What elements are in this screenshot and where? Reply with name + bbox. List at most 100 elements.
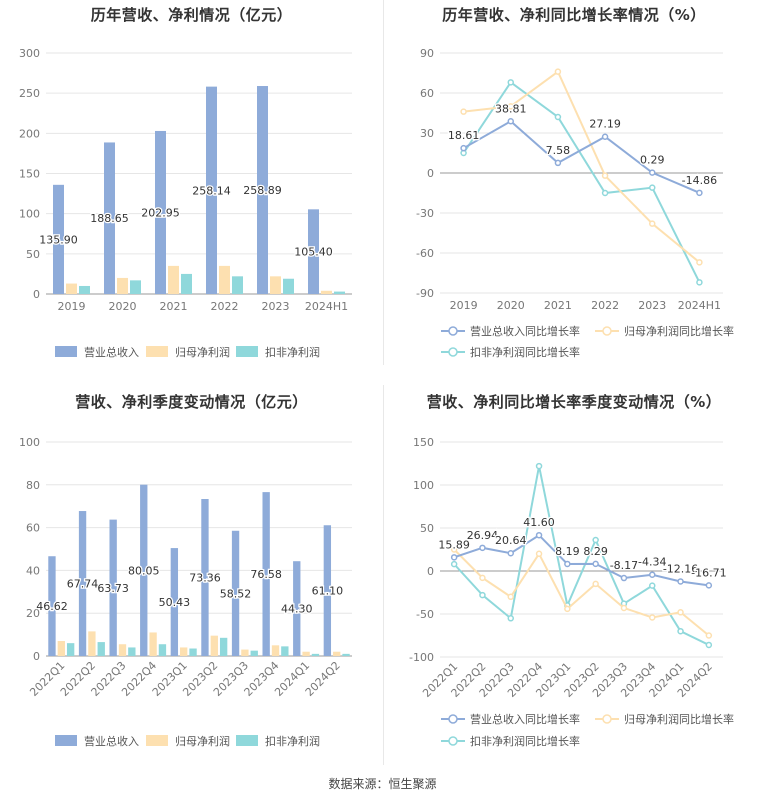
- y-tick-label: 100: [413, 479, 434, 492]
- bar: [241, 649, 249, 656]
- y-tick-label: 100: [19, 208, 40, 221]
- bar: [210, 635, 218, 656]
- x-tick-label: 2022: [591, 299, 619, 312]
- legend-swatch: [146, 346, 168, 357]
- legend-swatch-marker: [602, 326, 612, 336]
- data-label: 50.43: [159, 596, 191, 609]
- data-label: 18.61: [448, 129, 480, 142]
- data-point: [696, 259, 703, 266]
- bar: [281, 646, 289, 656]
- data-label: 258.14: [192, 184, 231, 197]
- data-point: [479, 574, 486, 582]
- y-tick-label: 40: [26, 564, 40, 577]
- legend-swatch: [236, 735, 258, 746]
- series-line: [453, 465, 710, 646]
- data-label: -12.16: [663, 562, 698, 575]
- data-point: [535, 462, 543, 470]
- data-point: [564, 605, 571, 613]
- bar: [48, 556, 56, 656]
- bar: [308, 209, 319, 294]
- legend-label: 扣非净利润同比增长率: [470, 734, 580, 748]
- x-tick-label: 2020: [497, 299, 525, 312]
- data-point: [649, 169, 656, 176]
- data-point: [620, 574, 628, 582]
- legend-swatch-marker: [448, 347, 458, 357]
- data-label: 61.10: [312, 585, 344, 598]
- data-point: [677, 627, 684, 635]
- bar: [78, 511, 87, 656]
- data-point: [696, 189, 703, 197]
- x-tick-label: 2019: [58, 300, 86, 313]
- data-label: 0.29: [640, 154, 665, 167]
- bar: [149, 632, 157, 656]
- bar: [302, 651, 310, 656]
- series-line: [462, 80, 701, 283]
- bar: [180, 647, 188, 656]
- annual-bar-chart: 0 50 100 150 200 250 300 2019 2020 2021 2022 2023 20…: [19, 47, 352, 359]
- bar: [118, 644, 127, 656]
- data-point: [450, 546, 458, 553]
- data-point: [705, 632, 713, 639]
- bar: [293, 561, 301, 656]
- bar: [262, 492, 270, 656]
- data-point: [705, 641, 713, 649]
- bar: [53, 184, 64, 294]
- data-label: 26.94: [467, 529, 499, 542]
- quarterly-revenue-profit-panel: 营收、净利季度变动情况（亿元） 0 20 40 60 80 100 2022Q1 2022Q2…: [0, 385, 383, 770]
- data-point: [601, 189, 609, 197]
- data-label: 41.60: [523, 516, 555, 529]
- y-tick-label: 50: [420, 522, 434, 535]
- data-label: 46.62: [36, 600, 68, 613]
- data-label: 80.05: [128, 564, 160, 577]
- y-tick-label: 50: [26, 248, 40, 261]
- quarterly-bar-chart: 0204060801002022Q12022Q22022Q32022Q42023…: [19, 436, 352, 748]
- bar: [128, 647, 136, 656]
- data-point: [460, 108, 467, 115]
- y-tick-label: 150: [413, 436, 434, 449]
- data-point: [592, 560, 599, 568]
- y-tick-label: 0: [427, 167, 434, 180]
- bar: [181, 273, 192, 294]
- data-point: [479, 544, 486, 552]
- y-tick-label: -30: [416, 207, 434, 220]
- data-point: [705, 582, 713, 589]
- data-point: [507, 549, 514, 557]
- panel-divider-bottom: [383, 385, 384, 765]
- legend-swatch: [146, 735, 168, 746]
- bar: [283, 278, 294, 294]
- data-point: [554, 159, 562, 167]
- bar: [117, 277, 128, 294]
- data-point: [450, 554, 458, 561]
- y-tick-label: 250: [19, 87, 40, 100]
- x-tick-label: 2024H1: [305, 300, 348, 313]
- y-tick-label: 300: [19, 47, 40, 60]
- bar: [168, 265, 179, 294]
- data-label: 67.74: [67, 578, 99, 591]
- data-point: [677, 578, 684, 585]
- legend-swatch-marker: [448, 714, 458, 724]
- bar: [323, 525, 332, 656]
- annual-growth-line-chart: -90 -60 -30 0 30 60 90 2019 2020 2021 2022 2023 2024…: [416, 47, 734, 359]
- bar: [206, 86, 217, 294]
- data-point: [649, 571, 656, 578]
- data-point: [649, 614, 656, 621]
- y-tick-label: -90: [416, 287, 434, 300]
- y-tick-label: 20: [26, 607, 40, 620]
- y-tick-label: -50: [416, 608, 434, 621]
- data-label: 38.81: [495, 102, 527, 115]
- data-point: [601, 172, 609, 179]
- legend-label: 归母净利润: [175, 734, 230, 748]
- legend-label: 扣非净利润: [265, 345, 320, 359]
- data-label: 7.58: [546, 144, 571, 157]
- series-line: [463, 70, 701, 264]
- data-label: 76.58: [250, 568, 282, 581]
- bar: [189, 648, 197, 656]
- bar: [57, 641, 65, 656]
- y-tick-label: 200: [19, 127, 40, 140]
- bar: [271, 645, 280, 656]
- quarterly-growth-panel: 营收、净利同比增长率季度变动情况（%） -100 -50 0 50 100 150 2022…: [383, 385, 765, 770]
- series-line: [453, 548, 710, 637]
- y-tick-label: 100: [19, 436, 40, 449]
- annual-growth-panel: 历年营收、净利同比增长率情况（%） -90 -60 -30 0 30 60 90 2019 20…: [383, 0, 765, 375]
- data-label: 105.40: [294, 246, 333, 259]
